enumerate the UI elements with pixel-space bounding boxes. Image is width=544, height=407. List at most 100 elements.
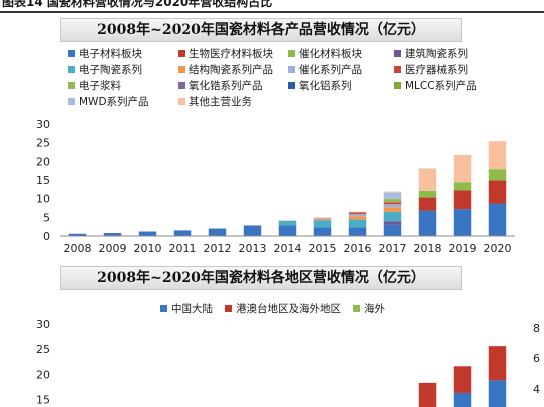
legend-swatch [394, 82, 401, 89]
x-tick-label: 2015 [309, 242, 337, 255]
legend-item: 氧化锆系列产品 [178, 79, 263, 93]
legend-label: 催化系列产品 [299, 64, 362, 76]
chart2-title: 2008年~2020年国瓷材料各地区营收情况（亿元） [60, 266, 462, 290]
legend-label: 催化材料板块 [299, 48, 362, 60]
bar-segment [348, 219, 367, 228]
bar-segment [453, 154, 472, 183]
legend-item: 电子陶瓷系列 [68, 63, 142, 77]
legend-item: 建筑陶瓷系列 [394, 47, 468, 61]
legend-swatch [394, 50, 401, 57]
bar-segment [313, 227, 332, 236]
bar-segment [418, 197, 437, 211]
bar-segment [383, 207, 402, 212]
legend-swatch [178, 66, 185, 73]
legend-item: 其他主营业务 [178, 95, 252, 109]
y-tick-label: 30 [36, 318, 50, 331]
x-tick-label: 2016 [344, 242, 372, 255]
bar-segment [383, 199, 402, 203]
legend-swatch [68, 50, 75, 57]
x-tick-label: 2019 [449, 242, 477, 255]
legend-swatch [178, 98, 185, 105]
y-tick-label: 15 [36, 394, 50, 407]
legend-swatch [178, 82, 185, 89]
legend-item: 海外 [353, 302, 385, 316]
legend-label: 电子材料板块 [79, 48, 142, 60]
legend-item: 电子材料板块 [68, 47, 142, 61]
bar-segment [243, 225, 262, 236]
legend-swatch [225, 305, 232, 312]
x-tick-label: 2011 [169, 242, 197, 255]
legend-item: 医疗器械系列 [394, 63, 468, 77]
legend-label: 氧化铝系列 [299, 80, 352, 92]
bar-segment [418, 190, 437, 198]
legend-label: 中国大陆 [171, 303, 213, 315]
x-tick-label: 2020 [484, 242, 512, 255]
bar-segment [383, 204, 402, 208]
legend-swatch [68, 66, 75, 73]
bar-segment [348, 227, 367, 236]
bar-segment [313, 220, 332, 228]
legend-item: MWD系列产品 [68, 95, 149, 109]
legend-label: 电子陶瓷系列 [79, 64, 142, 76]
bar-segment [418, 382, 437, 407]
bar-segment [278, 220, 297, 226]
legend-item: 港澳台地区及海外地区 [225, 302, 341, 316]
bar-segment [488, 346, 507, 381]
legend-item: 结构陶瓷系列产品 [178, 63, 273, 77]
legend-item: 中国大陆 [160, 302, 213, 316]
bar-segment [383, 191, 402, 193]
y-tick-label: 5 [43, 211, 50, 224]
x-tick-label: 2014 [274, 242, 302, 255]
legend-swatch [178, 50, 185, 57]
legend-label: MLCC系列产品 [405, 80, 477, 92]
legend-label: 海外 [364, 303, 385, 315]
legend-item: MLCC系列产品 [394, 79, 477, 93]
bar-segment [488, 180, 507, 204]
bar-segment [383, 202, 402, 205]
bar-segment [313, 217, 332, 219]
bar-segment [453, 392, 472, 407]
legend-item: 生物医疗材料板块 [178, 47, 273, 61]
legend-label: 氧化锆系列产品 [189, 80, 263, 92]
y-tick-label: 25 [36, 137, 50, 150]
right-axis-tick: 6 [533, 352, 540, 365]
x-tick-label: 2008 [64, 242, 92, 255]
x-tick-label: 2018 [414, 242, 442, 255]
y-tick-label: 0 [43, 230, 50, 243]
bar-segment [103, 233, 122, 236]
legend-swatch [160, 305, 167, 312]
bar-segment [173, 230, 192, 236]
bar-segment [348, 216, 367, 220]
x-tick-label: 2010 [134, 242, 162, 255]
y-tick-label: 25 [36, 343, 50, 356]
legend-label: 生物医疗材料板块 [189, 48, 273, 60]
legend-swatch [288, 82, 295, 89]
x-tick-label: 2009 [99, 242, 127, 255]
y-tick-label: 30 [36, 118, 50, 131]
legend-label: 其他主营业务 [189, 96, 252, 108]
legend-item: 催化材料板块 [288, 47, 362, 61]
legend-item: 氧化铝系列 [288, 79, 352, 93]
legend-item: 催化系列产品 [288, 63, 362, 77]
bar-segment [348, 212, 367, 214]
bar-segment [488, 203, 507, 236]
cropped-caption: 图表14 国瓷材料营收情况与2020年营收结构占比 [2, 0, 273, 9]
right-axis-tick: 4 [533, 383, 540, 396]
bar-segment [453, 209, 472, 236]
x-tick-label: 2012 [204, 242, 232, 255]
bar-segment [348, 211, 367, 213]
legend-swatch [394, 66, 401, 73]
bar-segment [383, 192, 402, 200]
legend-label: 医疗器械系列 [405, 64, 468, 76]
legend-item: 电子浆料 [68, 79, 121, 93]
bar-segment [488, 141, 507, 170]
bar-segment [278, 225, 297, 236]
legend-label: 结构陶瓷系列产品 [189, 64, 273, 76]
bar-segment [488, 380, 507, 407]
legend-label: MWD系列产品 [79, 96, 149, 108]
x-tick-label: 2017 [379, 242, 407, 255]
x-tick-label: 2013 [239, 242, 267, 255]
y-tick-label: 10 [36, 193, 50, 206]
y-tick-label: 15 [36, 174, 50, 187]
